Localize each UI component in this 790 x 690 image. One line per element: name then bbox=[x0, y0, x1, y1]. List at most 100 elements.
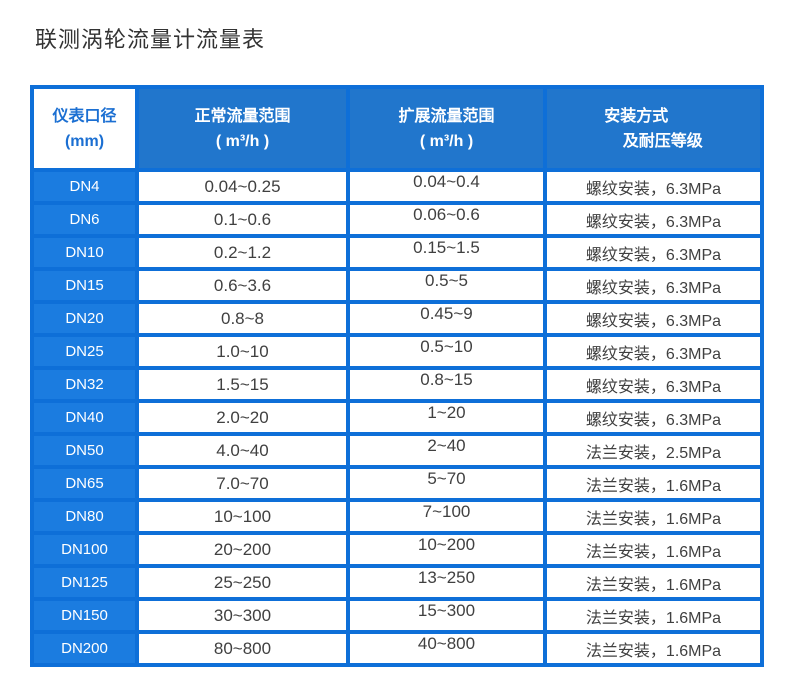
diameter-cell-text: DN125 bbox=[61, 574, 108, 591]
header-row: 仪表口径 (mm) 正常流量范围 ( m³/h ) 扩展流量范围 ( m³/h … bbox=[30, 85, 764, 172]
installation-cell: 螺纹安装，6.3MPa bbox=[543, 201, 764, 238]
installation-cell-text: 螺纹安装，6.3MPa bbox=[585, 180, 722, 198]
column-header-extended-range-line1: 扩展流量范围 bbox=[398, 107, 495, 125]
installation-cell: 法兰安装，2.5MPa bbox=[543, 432, 764, 469]
extended-range-cell-text: 40~800 bbox=[417, 633, 476, 653]
table-row: DN50 4.0~40 2~40 法兰安装，2.5MPa bbox=[30, 432, 764, 469]
table-row: DN40 2.0~20 1~20 螺纹安装，6.3MPa bbox=[30, 399, 764, 436]
installation-cell-text: 螺纹安装，6.3MPa bbox=[585, 213, 722, 231]
column-header-diameter-line2: (mm) bbox=[64, 132, 105, 150]
diameter-cell: DN65 bbox=[30, 465, 139, 502]
extended-range-cell: 40~800 bbox=[346, 630, 547, 667]
column-header-diameter-line1: 仪表口径 bbox=[52, 107, 117, 125]
extended-range-cell: 0.06~0.6 bbox=[346, 201, 547, 238]
normal-range-cell-text: 0.1~0.6 bbox=[213, 209, 272, 229]
normal-range-cell: 4.0~40 bbox=[135, 432, 350, 469]
normal-range-cell: 1.0~10 bbox=[135, 333, 350, 370]
installation-cell-text: 法兰安装，1.6MPa bbox=[585, 477, 722, 495]
extended-range-cell-text: 5~70 bbox=[427, 468, 466, 488]
column-header-installation-line2: 及耐压等级 bbox=[622, 132, 703, 150]
normal-range-cell-text: 4.0~40 bbox=[216, 440, 269, 460]
column-header-extended-range: 扩展流量范围 ( m³/h ) bbox=[346, 85, 547, 172]
normal-range-cell-text: 10~100 bbox=[213, 506, 272, 526]
installation-cell: 法兰安装，1.6MPa bbox=[543, 531, 764, 568]
column-header-installation-block: 安装方式 及耐压等级 bbox=[604, 104, 702, 154]
diameter-cell-text: DN10 bbox=[65, 244, 104, 261]
installation-cell: 法兰安装，1.6MPa bbox=[543, 597, 764, 634]
installation-cell-text: 法兰安装，1.6MPa bbox=[585, 543, 722, 561]
installation-cell-text: 螺纹安装，6.3MPa bbox=[585, 312, 722, 330]
diameter-cell: DN80 bbox=[30, 498, 139, 535]
diameter-cell: DN40 bbox=[30, 399, 139, 436]
normal-range-cell-text: 0.2~1.2 bbox=[213, 242, 272, 262]
installation-cell-text: 法兰安装，1.6MPa bbox=[585, 510, 722, 528]
flow-spec-table: 仪表口径 (mm) 正常流量范围 ( m³/h ) 扩展流量范围 ( m³/h … bbox=[30, 85, 764, 667]
installation-cell: 螺纹安装，6.3MPa bbox=[543, 366, 764, 403]
extended-range-cell-text: 0.5~10 bbox=[420, 336, 473, 356]
diameter-cell: DN25 bbox=[30, 333, 139, 370]
column-header-normal-range-line1: 正常流量范围 bbox=[194, 107, 291, 125]
column-header-installation-line1: 安装方式 bbox=[604, 107, 669, 125]
diameter-cell-text: DN50 bbox=[65, 442, 104, 459]
installation-cell-text: 螺纹安装，6.3MPa bbox=[585, 246, 722, 264]
diameter-cell-text: DN100 bbox=[61, 541, 108, 558]
extended-range-cell-text: 10~200 bbox=[417, 534, 476, 554]
installation-cell: 法兰安装，1.6MPa bbox=[543, 465, 764, 502]
installation-cell-text: 螺纹安装，6.3MPa bbox=[585, 411, 722, 429]
extended-range-cell: 5~70 bbox=[346, 465, 547, 502]
diameter-cell: DN20 bbox=[30, 300, 139, 337]
normal-range-cell: 20~200 bbox=[135, 531, 350, 568]
normal-range-cell: 10~100 bbox=[135, 498, 350, 535]
normal-range-cell-text: 0.04~0.25 bbox=[204, 176, 281, 196]
table-row: DN15 0.6~3.6 0.5~5 螺纹安装，6.3MPa bbox=[30, 267, 764, 304]
installation-cell: 螺纹安装，6.3MPa bbox=[543, 267, 764, 304]
installation-cell: 法兰安装，1.6MPa bbox=[543, 498, 764, 535]
normal-range-cell-text: 1.5~15 bbox=[216, 374, 269, 394]
extended-range-cell: 13~250 bbox=[346, 564, 547, 601]
installation-cell: 法兰安装，1.6MPa bbox=[543, 630, 764, 667]
extended-range-cell-text: 0.04~0.4 bbox=[413, 171, 480, 191]
diameter-cell-text: DN4 bbox=[69, 178, 100, 195]
page-title: 联测涡轮流量计流量表 bbox=[35, 27, 266, 52]
normal-range-cell-text: 7.0~70 bbox=[216, 473, 269, 493]
normal-range-cell-text: 2.0~20 bbox=[216, 407, 269, 427]
table-row: DN4 0.04~0.25 0.04~0.4 螺纹安装，6.3MPa bbox=[30, 168, 764, 205]
normal-range-cell-text: 25~250 bbox=[213, 572, 272, 592]
diameter-cell-text: DN40 bbox=[65, 409, 104, 426]
installation-cell: 螺纹安装，6.3MPa bbox=[543, 300, 764, 337]
diameter-cell-text: DN15 bbox=[65, 277, 104, 294]
normal-range-cell: 0.2~1.2 bbox=[135, 234, 350, 271]
table-row: DN150 30~300 15~300 法兰安装，1.6MPa bbox=[30, 597, 764, 634]
table-body: DN4 0.04~0.25 0.04~0.4 螺纹安装，6.3MPa DN6 0.1~0.… bbox=[30, 168, 764, 667]
table-row: DN32 1.5~15 0.8~15 螺纹安装，6.3MPa bbox=[30, 366, 764, 403]
table-row: DN10 0.2~1.2 0.15~1.5 螺纹安装，6.3MPa bbox=[30, 234, 764, 271]
normal-range-cell: 1.5~15 bbox=[135, 366, 350, 403]
extended-range-cell: 0.8~15 bbox=[346, 366, 547, 403]
diameter-cell-text: DN6 bbox=[69, 211, 100, 228]
column-header-extended-range-line2: ( m³/h ) bbox=[419, 132, 474, 150]
table-row: DN20 0.8~8 0.45~9 螺纹安装，6.3MPa bbox=[30, 300, 764, 337]
extended-range-cell: 7~100 bbox=[346, 498, 547, 535]
extended-range-cell: 0.5~10 bbox=[346, 333, 547, 370]
extended-range-cell: 0.5~5 bbox=[346, 267, 547, 304]
normal-range-cell: 2.0~20 bbox=[135, 399, 350, 436]
extended-range-cell: 1~20 bbox=[346, 399, 547, 436]
extended-range-cell-text: 0.8~15 bbox=[420, 369, 473, 389]
extended-range-cell-text: 0.45~9 bbox=[420, 303, 473, 323]
diameter-cell: DN150 bbox=[30, 597, 139, 634]
installation-cell-text: 法兰安装，2.5MPa bbox=[585, 444, 722, 462]
diameter-cell: DN32 bbox=[30, 366, 139, 403]
extended-range-cell-text: 7~100 bbox=[422, 501, 471, 521]
normal-range-cell-text: 0.8~8 bbox=[220, 308, 264, 328]
diameter-cell-text: DN32 bbox=[65, 376, 104, 393]
diameter-cell: DN15 bbox=[30, 267, 139, 304]
installation-cell: 螺纹安装，6.3MPa bbox=[543, 333, 764, 370]
extended-range-cell-text: 15~300 bbox=[417, 600, 476, 620]
diameter-cell-text: DN20 bbox=[65, 310, 104, 327]
installation-cell: 螺纹安装，6.3MPa bbox=[543, 234, 764, 271]
normal-range-cell-text: 20~200 bbox=[213, 539, 272, 559]
diameter-cell: DN6 bbox=[30, 201, 139, 238]
extended-range-cell-text: 1~20 bbox=[427, 402, 466, 422]
normal-range-cell: 0.1~0.6 bbox=[135, 201, 350, 238]
extended-range-cell: 0.04~0.4 bbox=[346, 168, 547, 205]
